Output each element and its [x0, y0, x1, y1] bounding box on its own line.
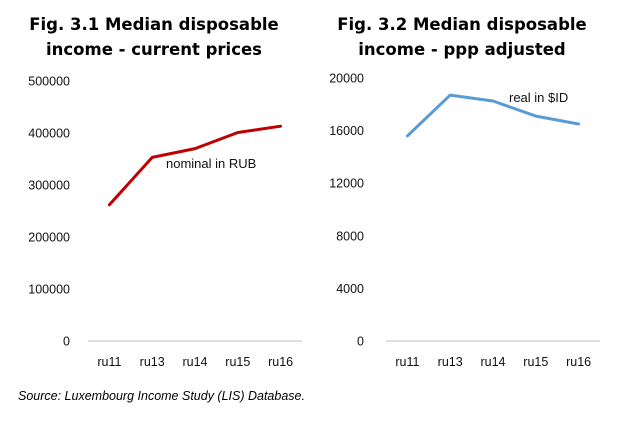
- y-tick-label: 8000: [336, 229, 364, 243]
- series-line: [405, 93, 581, 138]
- x-tick-label: ru16: [566, 355, 591, 369]
- chart-title-line-2: income - current prices: [45, 40, 262, 59]
- y-tick-label: 100000: [28, 283, 70, 297]
- chart-title: Fig. 3.2 Median disposable income - ppp …: [312, 12, 612, 62]
- chart-title-line-2: income - ppp adjusted: [358, 40, 566, 59]
- chart-title-line-1: Fig. 3.1 Median disposable: [29, 15, 279, 34]
- y-tick-label: 0: [63, 335, 70, 349]
- x-tick-label: ru14: [480, 355, 505, 369]
- y-tick-label: 200000: [28, 231, 70, 245]
- y-tick-label: 12000: [329, 177, 364, 191]
- y-tick-label: 500000: [28, 75, 70, 89]
- chart-title: Fig. 3.1 Median disposable income - curr…: [4, 12, 304, 62]
- figure-3-1: Fig. 3.1 Median disposable income - curr…: [0, 0, 312, 380]
- series-annotation: real in $ID: [509, 90, 568, 105]
- chart-plot-3-1: 0 100000 200000 300000 400000 500000 ru11 ru13 r…: [28, 75, 302, 369]
- y-tick-label: 300000: [28, 179, 70, 193]
- y-tick-label: 400000: [28, 127, 70, 141]
- x-tick-label: ru15: [523, 355, 548, 369]
- chart-title-line-1: Fig. 3.2 Median disposable: [337, 15, 587, 34]
- x-tick-label: ru13: [140, 355, 165, 369]
- x-tick-label: ru11: [395, 355, 419, 369]
- x-tick-label: ru14: [182, 355, 207, 369]
- chart-plot-3-2: 0 4000 8000 12000 16000 20000 ru11 ru13 ru14 ru15…: [329, 72, 600, 369]
- x-tick-label: ru16: [268, 355, 293, 369]
- x-tick-label: ru13: [438, 355, 463, 369]
- series-annotation: nominal in RUB: [166, 156, 256, 171]
- x-tick-label: ru11: [97, 355, 121, 369]
- x-tick-label: ru15: [225, 355, 250, 369]
- y-tick-label: 4000: [336, 282, 364, 296]
- source-note: Source: Luxembourg Income Study (LIS) Da…: [18, 389, 305, 403]
- y-tick-label: 20000: [329, 72, 364, 86]
- y-tick-label: 16000: [329, 124, 364, 138]
- y-tick-label: 0: [357, 335, 364, 349]
- figure-3-2: Fig. 3.2 Median disposable income - ppp …: [312, 0, 624, 380]
